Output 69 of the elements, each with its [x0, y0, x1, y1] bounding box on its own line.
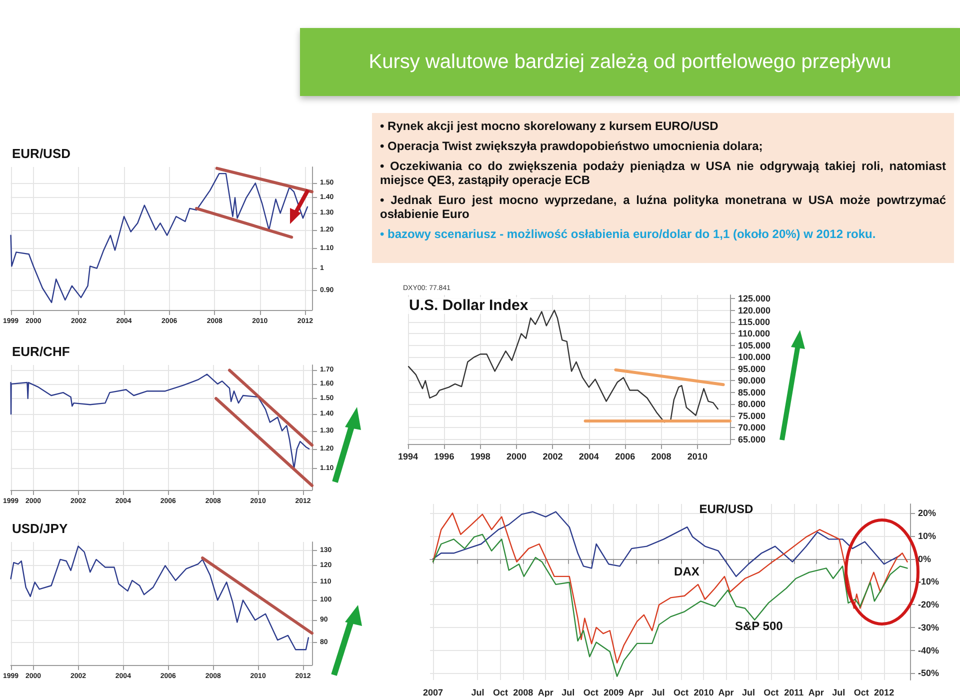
series-label: EUR/USD	[699, 502, 754, 516]
y-tick-label: 85.000	[738, 387, 766, 398]
y-tick-label: 115.000	[738, 316, 770, 327]
x-tick-label: 2009	[604, 688, 624, 698]
x-tick-label: Jul	[832, 688, 846, 698]
line-series	[10, 374, 310, 470]
y-tick-label: 10%	[918, 531, 936, 541]
text: • Oczekiwania co do zwiększenia podaży pieniądza w USA nie odgrywają takiej roli, natomiast miejsce QE3, zastąpiły operacje ECB	[380, 159, 946, 187]
x-tick-label: 2010	[694, 688, 714, 698]
text: • bazowy scenariusz - możliwość osłabienia euro/dolar do 1,1 (około 20%) w 2012 roku.	[380, 227, 877, 241]
y-tick-label: 80.000	[738, 399, 766, 410]
chart-title: USD/JPY	[12, 521, 68, 536]
y-tick-label: 105.000	[738, 340, 771, 350]
y-tick-label: 125.000	[738, 294, 771, 304]
series-label: DAX	[674, 564, 700, 578]
y-tick-label: 70.000	[738, 422, 766, 433]
y-tick-label: 100.000	[738, 352, 771, 362]
x-tick-label: 2008	[651, 452, 672, 462]
x-tick-label: Apr	[628, 688, 644, 698]
x-tick-label: 2006	[615, 452, 636, 462]
y-tick-label: -40%	[918, 645, 940, 656]
y-tick-label: 110.000	[738, 328, 770, 339]
x-tick-label: Jul	[742, 688, 755, 698]
y-tick-label: -10%	[918, 576, 940, 587]
x-tick-label: Jul	[562, 688, 575, 698]
x-tick-label: Oct	[854, 688, 869, 698]
x-tick-label: 2007	[422, 688, 444, 698]
y-tick-label: 95.000	[738, 364, 766, 374]
x-tick-label: 1996	[434, 452, 454, 462]
y-tick-label: 0%	[918, 554, 932, 564]
y-tick-label: -30%	[918, 622, 940, 632]
x-tick-label: Apr	[808, 688, 824, 698]
line-series	[10, 172, 308, 304]
x-tick-label: 2008	[513, 688, 534, 698]
x-tick-label: 2002	[542, 452, 563, 462]
x-tick-label: 2000	[506, 452, 527, 462]
x-tick-label: 2012	[874, 688, 894, 698]
y-tick-label: 20%	[918, 508, 936, 518]
chart-title: U.S. Dollar Index	[409, 297, 529, 314]
x-tick-label: Apr	[538, 688, 554, 698]
chart-title: EUR/USD	[12, 146, 71, 161]
x-tick-label: Jul	[652, 688, 665, 698]
y-tick-label: -20%	[918, 600, 940, 610]
text: • Rynek akcji jest mocno skorelowany z kursem EURO/USD	[380, 119, 720, 133]
y-tick-label: 90.000	[738, 376, 766, 386]
line-series	[432, 512, 908, 664]
x-tick-label: 1998	[470, 452, 490, 462]
y-tick-label: -50%	[918, 668, 940, 678]
x-tick-label: Oct	[674, 688, 689, 698]
x-tick-label: 2011	[784, 688, 804, 698]
text: Kursy walutowe bardziej zależą od portfelowego przepływu	[300, 28, 960, 96]
line-series	[408, 310, 718, 423]
x-tick-label: Oct	[583, 688, 598, 698]
x-tick-label: 2004	[578, 452, 599, 462]
series-label: S&P 500	[734, 619, 784, 634]
y-tick-label: 120.000	[738, 305, 771, 316]
text: • Operacja Twist zwiększyła prawdopobieństwo umocnienia dolara;	[380, 139, 764, 153]
y-tick-label: 65.000	[738, 434, 766, 444]
x-tick-label: Oct	[764, 688, 779, 698]
line-series	[432, 534, 908, 677]
chart-title: EUR/CHF	[12, 344, 70, 359]
text: • Jednak Euro jest mocno wyprzedane, a luźna polityka monetrana w USA może powtrzymać osłabienie Euro	[380, 193, 946, 221]
x-tick-label: 2010	[687, 452, 708, 462]
line-series	[10, 546, 310, 650]
y-tick-label: 75.000	[738, 410, 766, 421]
x-tick-label: Oct	[492, 688, 508, 698]
x-tick-label: 1994	[398, 452, 418, 462]
x-tick-label: Jul	[471, 688, 484, 698]
x-tick-label: Apr	[718, 688, 734, 698]
